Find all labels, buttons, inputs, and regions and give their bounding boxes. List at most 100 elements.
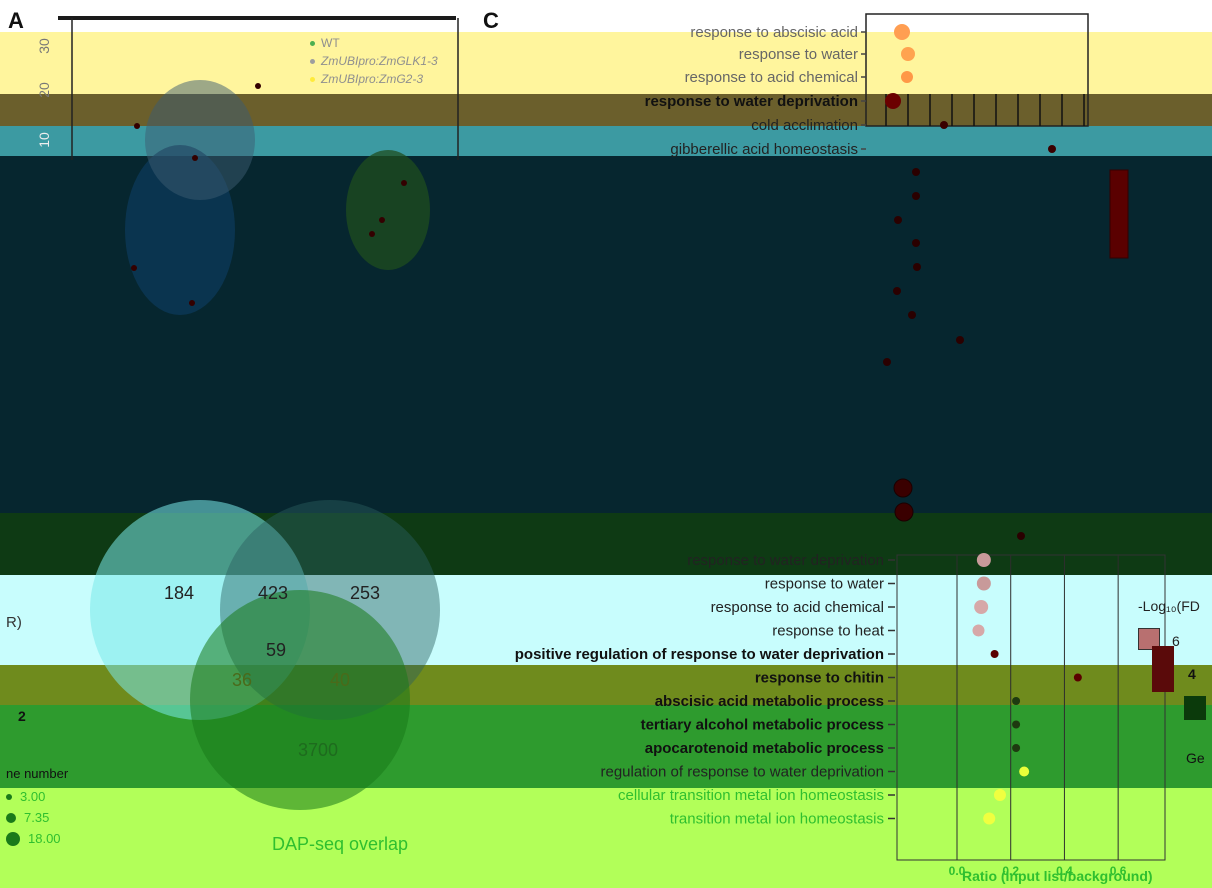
bottom-term-label: apocarotenoid metabolic process xyxy=(645,740,884,757)
venn-diagram xyxy=(90,500,440,810)
bottom-term-dot xyxy=(1012,720,1021,729)
middle-dot xyxy=(893,287,901,295)
top-plot-frame xyxy=(865,13,1089,127)
middle-dot-large xyxy=(893,478,913,498)
pca-top-frame xyxy=(58,16,456,20)
middle-dot xyxy=(912,168,920,176)
venn-circle-bottom xyxy=(190,590,410,810)
size-value-3: 18.00 xyxy=(28,831,61,846)
x-tick-label: 0.2 xyxy=(1002,864,1019,878)
pca-ytick-10: 10 xyxy=(35,132,52,148)
bottom-term-label: response to water deprivation xyxy=(687,552,884,569)
middle-colorbar xyxy=(1109,169,1129,259)
size-legend-item-1: 3.00 xyxy=(6,789,68,804)
pca-point xyxy=(134,123,140,129)
bottom-term-label: response to heat xyxy=(772,623,885,640)
middle-dot xyxy=(908,311,916,319)
bottom-term-label: cellular transition metal ion homeostasi… xyxy=(618,787,884,804)
bottom-term-dot xyxy=(1012,744,1021,752)
top-term-label: cold acclimation xyxy=(751,117,858,134)
middle-dot xyxy=(913,263,921,271)
x-axis-label: Ratio (Input list/background) xyxy=(962,868,1153,884)
panel-label-a: A xyxy=(8,8,24,33)
pca-ellipse-glk1 xyxy=(145,80,255,200)
legend-label-wt: WT xyxy=(321,36,340,50)
bottom-term-label: response to water xyxy=(765,576,884,593)
bottom-term-label: transition metal ion homeostasis xyxy=(670,811,884,828)
legend-label-glk1: ZmUBIpro:ZmGLK1-3 xyxy=(321,54,438,68)
middle-dot xyxy=(1017,532,1025,540)
legend-item-g2: ZmUBIpro:ZmG2-3 xyxy=(310,72,438,86)
middle-dot xyxy=(894,216,902,224)
legend-dot-g2 xyxy=(310,76,315,82)
legend-label-g2: ZmUBIpro:ZmG2-3 xyxy=(321,72,424,86)
pca-ytick-30: 30 xyxy=(35,38,52,54)
venn-count-lower-left: 36 xyxy=(232,670,253,690)
venn-count-center: 59 xyxy=(266,640,287,660)
bottom-term-dot xyxy=(1012,697,1021,705)
bottom-term-dot xyxy=(993,789,1006,801)
bottom-term-label: abscisic acid metabolic process xyxy=(655,693,884,710)
pca-point xyxy=(189,300,195,306)
color-legend-truncated: Ge xyxy=(1186,750,1205,766)
bottom-term-dot xyxy=(972,624,985,637)
middle-dot xyxy=(956,336,964,344)
pca-point xyxy=(369,231,375,237)
size-value-2: 7.35 xyxy=(24,810,50,825)
bottom-plot-frame xyxy=(896,554,1166,861)
legend-dot-wt xyxy=(310,40,315,46)
bottom-term-dot xyxy=(1073,673,1082,682)
x-tick-label: 0.4 xyxy=(1056,864,1073,878)
color-legend-swatch-4 xyxy=(1152,646,1174,692)
top-term-dot xyxy=(894,24,910,40)
bottom-term-label: positive regulation of response to water… xyxy=(515,646,884,663)
pca-points xyxy=(131,83,407,306)
color-legend-tick-4: 4 xyxy=(1188,666,1196,682)
top-term-label: response to abscisic acid xyxy=(690,24,858,41)
middle-dot-large xyxy=(894,502,914,522)
bottom-term-label: response to chitin xyxy=(755,670,884,687)
bottom-term-dot xyxy=(1019,766,1030,777)
middle-dot xyxy=(912,192,920,200)
top-term-label: gibberellic acid homeostasis xyxy=(670,141,858,158)
top-term-label: response to water deprivation xyxy=(645,93,858,110)
top-term-dot xyxy=(901,47,915,61)
bottom-term-label: regulation of response to water deprivat… xyxy=(600,764,884,781)
bottom-term-dot xyxy=(983,812,996,825)
venn-count-lower-right: 40 xyxy=(330,670,351,690)
venn-count-bottom: 3700 xyxy=(298,740,339,760)
side-label-r: R) xyxy=(6,614,22,631)
middle-dot xyxy=(883,358,891,366)
size-dot-2 xyxy=(6,812,16,823)
color-legend-tick-6: 6 xyxy=(1172,633,1180,649)
bottom-term-dot xyxy=(974,600,989,614)
top-term-dot xyxy=(940,121,948,129)
pca-ytick-20: 20 xyxy=(35,82,52,98)
pca-point xyxy=(401,180,407,186)
lime-band xyxy=(0,788,1212,888)
venn-count-right: 253 xyxy=(350,583,381,603)
bottom-term-dot xyxy=(990,650,999,658)
venn-title: DAP-seq overlap xyxy=(272,834,409,854)
legend-item-glk1: ZmUBIpro:ZmGLK1-3 xyxy=(310,54,438,68)
panel-label-c: C xyxy=(483,8,499,33)
size-legend-item-2: 7.35 xyxy=(6,810,68,825)
legend-item-wt: WT xyxy=(310,36,438,50)
top-term-label: response to acid chemical xyxy=(685,69,858,86)
pca-point xyxy=(255,83,261,89)
size-legend: ne number 3.00 7.35 18.00 xyxy=(6,766,68,846)
x-tick-label: 0.6 xyxy=(1110,864,1127,878)
top-term-dot xyxy=(901,71,913,83)
go-enrichment-plot: response to abscisic acid response to wat… xyxy=(515,13,1166,878)
bottom-term-dot xyxy=(976,576,991,591)
size-value-1: 3.00 xyxy=(20,789,46,804)
legend-dot-glk1 xyxy=(310,58,315,64)
pca-ellipse-g2 xyxy=(346,150,430,270)
pca-legend: WT ZmUBIpro:ZmGLK1-3 ZmUBIpro:ZmG2-3 xyxy=(310,36,438,86)
top-term-dot xyxy=(1048,145,1056,153)
bottom-term-label: tertiary alcohol metabolic process xyxy=(641,717,884,734)
venn-count-left: 184 xyxy=(164,583,195,603)
pca-point xyxy=(131,265,137,271)
pca-point xyxy=(192,155,198,161)
venn-count-center-top: 423 xyxy=(258,583,289,603)
